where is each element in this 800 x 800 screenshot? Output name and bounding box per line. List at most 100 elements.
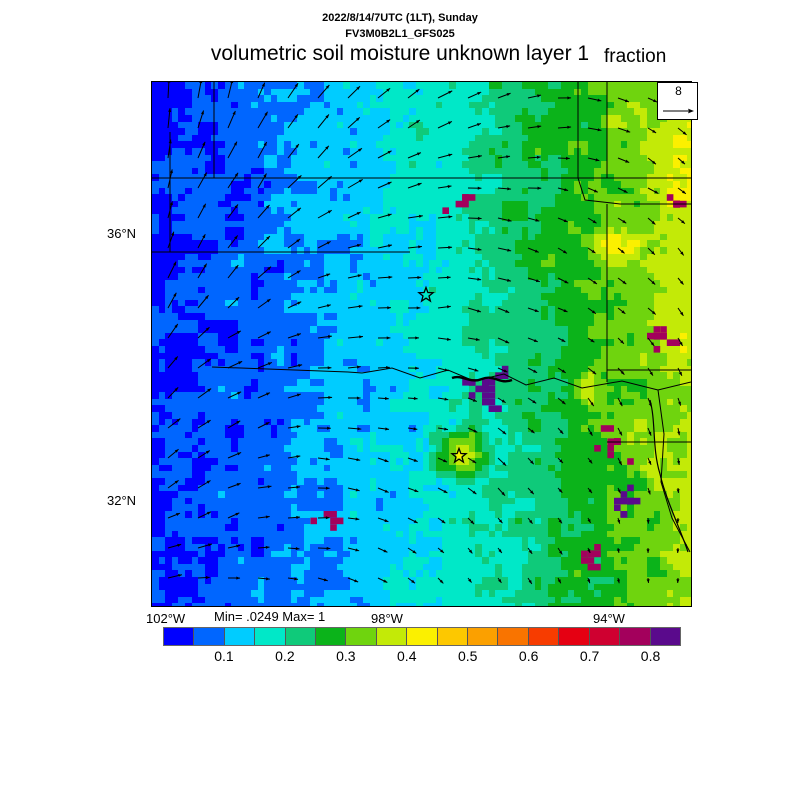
wind-vector-head xyxy=(232,110,236,115)
wind-vector-head xyxy=(498,549,502,553)
wind-vector-head xyxy=(447,121,452,125)
wind-vector-head xyxy=(265,515,270,519)
wind-vector-head xyxy=(355,548,360,552)
colorbar-tick-label: 0.1 xyxy=(214,648,234,664)
wind-vector-head xyxy=(358,179,363,183)
wind-vector-head xyxy=(357,427,362,431)
wind-vector-head xyxy=(326,241,331,245)
wind-vector-head xyxy=(234,235,238,240)
wind-vector-head xyxy=(616,549,620,553)
wind-vector-head xyxy=(593,189,598,193)
wind-vector-head xyxy=(356,365,361,369)
wind-vector-head xyxy=(507,187,512,191)
colorbar-segment xyxy=(650,628,680,645)
wind-vector-head xyxy=(620,340,624,344)
wind-vector-head xyxy=(498,578,502,583)
wind-vector-head xyxy=(296,393,301,397)
wind-vector-head xyxy=(265,422,270,426)
wind-vector-head xyxy=(535,279,540,283)
wind-vector-head xyxy=(266,298,271,303)
wind-vector-head xyxy=(681,160,685,165)
wind-vector-head xyxy=(387,150,392,154)
wind-vector-head xyxy=(354,579,359,583)
wind-vector-head xyxy=(506,155,511,159)
wind-vector-head xyxy=(175,513,180,516)
wind-vector-head xyxy=(413,427,418,431)
wind-vector xyxy=(227,82,233,99)
wind-vector-head xyxy=(328,395,333,400)
wind-vector-head xyxy=(267,362,272,366)
colorbar-segment xyxy=(164,628,195,645)
wind-vector-head xyxy=(178,574,182,578)
wind-vector-head xyxy=(592,370,597,375)
wind-vector-head xyxy=(296,485,301,489)
wind-vector-head xyxy=(477,186,482,190)
wind-vector-head xyxy=(561,400,566,405)
wind-vector-head xyxy=(646,519,650,524)
wind-vector-head xyxy=(177,543,182,547)
wind-vector-head xyxy=(414,489,419,492)
wind-vector-head xyxy=(597,128,602,132)
wind-vector-head xyxy=(295,144,299,148)
state-boundary xyxy=(347,371,363,374)
wind-vector-head xyxy=(413,396,418,401)
wind-vector-head xyxy=(530,490,534,495)
wind-vector-head xyxy=(325,457,330,461)
wind-vector-head xyxy=(174,449,179,453)
wind-vector-head xyxy=(534,249,539,253)
wind-vector-head xyxy=(534,308,539,312)
colorbar-tick-labels: 0.1 0.2 0.3 0.4 0.5 0.6 0.7 0.8 xyxy=(163,648,681,666)
wind-vector-head xyxy=(648,402,652,407)
wind-vector-head xyxy=(206,480,211,484)
wind-vector-head xyxy=(238,361,243,365)
wind-vector-head xyxy=(416,152,421,156)
wind-vector-head xyxy=(472,490,477,495)
wind-vector-head xyxy=(236,576,241,580)
wind-vector-head xyxy=(203,263,207,268)
wind-vector-head xyxy=(383,549,388,553)
wind-vector-head xyxy=(591,310,596,314)
wind-vector-head xyxy=(236,420,241,424)
axis-label-lon-98: 98°W xyxy=(371,611,403,626)
map-overlay-layer xyxy=(152,82,691,585)
wind-vector-head xyxy=(359,335,363,339)
wind-vector-head xyxy=(326,546,331,550)
wind-vector-head xyxy=(625,159,630,163)
wind-vector-head xyxy=(651,310,656,315)
wind-vector-head xyxy=(448,245,453,249)
wind-vector-head xyxy=(506,125,511,129)
wind-vector-head xyxy=(677,460,681,465)
wind-vector-head xyxy=(477,277,482,281)
wind-vector-head xyxy=(355,117,360,122)
wind-vector-head xyxy=(169,169,173,174)
wind-vector-head xyxy=(506,93,511,96)
colorbar-tick-label: 0.8 xyxy=(640,648,661,664)
wind-vector-head xyxy=(234,204,238,209)
wind-vector-head xyxy=(297,301,302,305)
wind-vector-head xyxy=(298,364,303,368)
wind-vector-head xyxy=(680,251,684,256)
wind-vector-head xyxy=(327,426,331,430)
wind-vector-head xyxy=(415,366,419,370)
axis-label-lat-36: 36°N xyxy=(107,226,137,241)
wind-vector-head xyxy=(174,356,178,361)
wind-vector-head xyxy=(561,369,566,373)
units-label: fraction xyxy=(604,46,667,67)
wind-vector-head xyxy=(507,248,512,252)
wind-vector-head xyxy=(446,305,451,309)
wind-vector-head xyxy=(204,295,209,300)
wind-vector-head xyxy=(528,579,532,584)
wind-vector-head xyxy=(505,309,510,313)
wind-vector-head xyxy=(387,182,392,185)
wind-vector-head xyxy=(205,450,210,454)
wind-vector xyxy=(197,82,202,99)
colorbar-segment xyxy=(437,628,469,645)
wind-vector-head xyxy=(537,125,542,129)
wind-vector-head xyxy=(296,425,301,429)
wind-vector-head xyxy=(620,249,625,254)
wind-vector-head xyxy=(261,82,265,87)
wind-vector-head xyxy=(297,207,301,212)
wind-vector-head xyxy=(498,519,503,524)
wind-vector-head xyxy=(559,459,563,463)
wind-vector-head xyxy=(502,430,507,435)
